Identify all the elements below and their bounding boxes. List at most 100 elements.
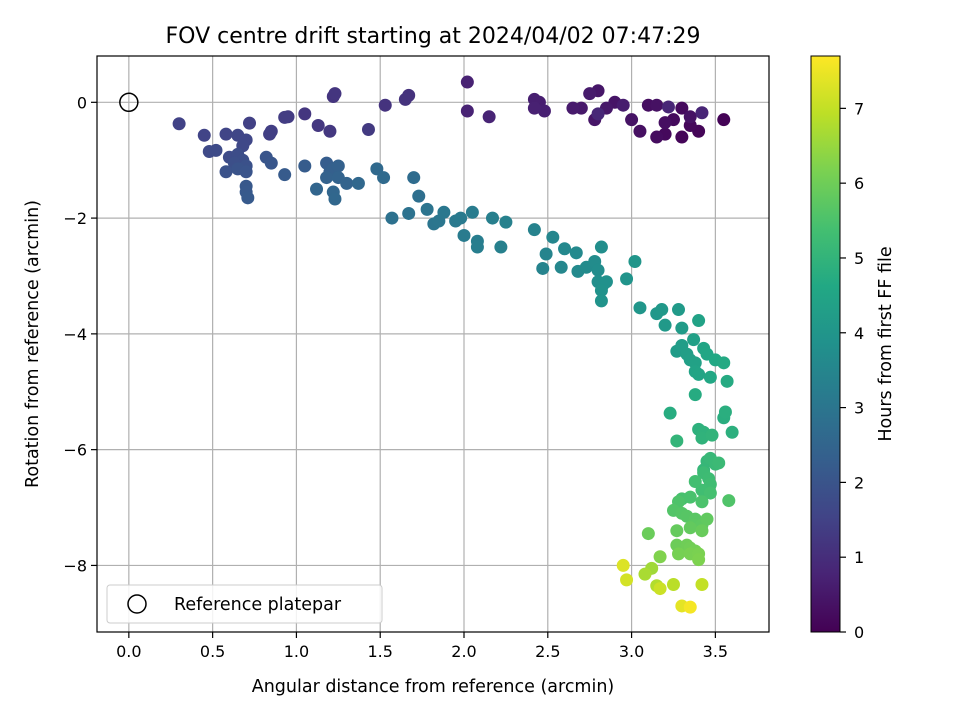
data-point <box>320 171 334 185</box>
data-point <box>670 524 684 538</box>
data-point <box>437 205 451 219</box>
data-point <box>692 367 706 381</box>
data-point <box>692 314 706 328</box>
data-point <box>527 101 541 115</box>
colorbar-tick-label: 4 <box>854 324 864 343</box>
data-point <box>663 406 677 420</box>
data-point <box>539 247 553 261</box>
data-point <box>650 98 664 112</box>
data-point <box>703 370 717 384</box>
data-point <box>591 263 605 277</box>
colorbar-tick-label: 1 <box>854 548 864 567</box>
data-point <box>402 206 416 220</box>
data-point <box>323 124 337 138</box>
data-point <box>385 211 399 225</box>
data-point <box>620 573 634 587</box>
data-point <box>683 110 697 124</box>
colorbar-tick-label: 3 <box>854 399 864 418</box>
data-point <box>688 388 702 402</box>
data-point <box>460 104 474 118</box>
colorbar: 0 1 2 3 4 5 6 7 Hours from first FF file <box>810 55 896 642</box>
data-point <box>361 123 375 137</box>
data-point <box>628 255 642 269</box>
data-point <box>263 127 277 141</box>
data-point <box>675 101 689 115</box>
data-point <box>485 211 499 225</box>
data-point <box>470 240 484 254</box>
data-point <box>653 582 667 596</box>
data-point <box>695 495 709 509</box>
data-point <box>499 215 513 229</box>
data-point <box>298 159 312 173</box>
legend-marker <box>127 594 147 614</box>
y-tick-label: −2 <box>63 209 87 228</box>
data-point <box>278 168 292 182</box>
data-point <box>241 191 255 205</box>
data-point <box>219 165 233 179</box>
data-point <box>720 374 734 388</box>
data-point <box>672 547 686 561</box>
x-tick-label: 3.5 <box>703 642 728 661</box>
data-point <box>616 98 630 112</box>
data-point <box>172 117 186 131</box>
data-point <box>695 106 709 120</box>
y-axis-ticks: 0 −2 −4 −6 −8 <box>63 93 97 575</box>
scatter-points <box>172 75 739 614</box>
data-point <box>675 130 689 144</box>
x-tick-label: 1.5 <box>367 642 392 661</box>
x-tick-label: 2.0 <box>451 642 476 661</box>
data-point <box>650 130 664 144</box>
data-point <box>683 521 697 535</box>
data-point <box>641 527 655 541</box>
x-tick-label: 0.5 <box>200 642 225 661</box>
data-point <box>311 118 325 132</box>
data-point <box>620 272 634 286</box>
colorbar-gradient <box>810 55 841 633</box>
data-point <box>675 321 689 335</box>
data-point <box>695 524 709 538</box>
data-point <box>465 205 479 219</box>
colorbar-ticks: 0 1 2 3 4 5 6 7 <box>840 99 864 642</box>
data-point <box>717 356 731 370</box>
data-point <box>688 474 702 488</box>
data-point <box>625 113 639 127</box>
data-point <box>712 456 726 470</box>
data-point <box>569 246 583 260</box>
x-tick-label: 0.0 <box>116 642 141 661</box>
data-point <box>209 143 223 157</box>
x-tick-label: 2.5 <box>535 642 560 661</box>
data-point <box>328 192 342 206</box>
data-point <box>554 260 568 274</box>
data-point <box>594 240 608 254</box>
data-point <box>705 428 719 442</box>
data-point <box>661 100 675 114</box>
colorbar-tick-label: 2 <box>854 473 864 492</box>
data-point <box>398 92 412 106</box>
data-point <box>666 578 680 592</box>
data-point <box>558 242 572 256</box>
data-point <box>197 128 211 142</box>
data-point <box>633 124 647 138</box>
colorbar-tick-label: 0 <box>854 623 864 642</box>
data-point <box>655 303 669 317</box>
data-point <box>546 230 560 244</box>
data-point <box>527 223 541 237</box>
data-point <box>331 159 345 173</box>
data-point <box>536 261 550 275</box>
data-point <box>718 405 732 419</box>
data-point <box>566 101 580 115</box>
data-point <box>594 283 608 297</box>
x-tick-label: 1.0 <box>284 642 309 661</box>
y-tick-label: 0 <box>77 93 87 112</box>
data-point <box>378 98 392 112</box>
data-point <box>239 165 253 179</box>
data-point <box>340 176 354 190</box>
data-point <box>695 431 709 445</box>
data-point <box>460 75 474 89</box>
data-point <box>633 301 647 315</box>
y-tick-label: −8 <box>63 556 87 575</box>
data-point <box>328 87 342 101</box>
reference-marker <box>119 92 139 113</box>
data-point <box>700 512 714 526</box>
data-point <box>278 110 292 124</box>
